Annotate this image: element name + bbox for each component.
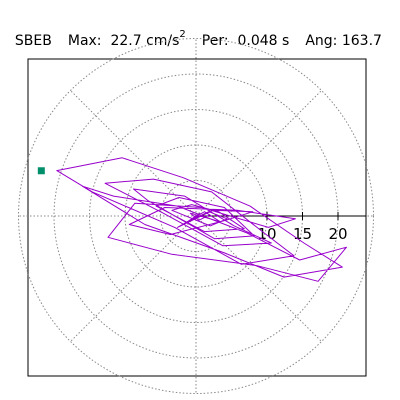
ang-value: 163.7 — [341, 32, 382, 49]
plot-frame — [27, 58, 367, 377]
max-unit: cm/s — [146, 32, 180, 49]
trace-layer — [56, 157, 347, 282]
header: SBEB Max: 22.7 cm/s2 Per: 0.048 s Ang: 163.… — [6, 18, 382, 48]
peak-marker — [37, 167, 45, 175]
grid-radial-315 — [195, 215, 322, 342]
grid-radial-135 — [70, 90, 197, 217]
per-label: Per: — [201, 32, 229, 49]
max-label: Max: — [67, 32, 102, 49]
per-value: 0.048 s — [237, 32, 290, 49]
grid-ring-25 — [18, 38, 374, 394]
max-value: 22.7 — [110, 32, 142, 49]
motion-trace-0 — [56, 157, 347, 282]
x-tick-label: 15 — [293, 225, 312, 243]
x-tick-label: 20 — [328, 225, 347, 243]
grid-radial-45 — [195, 90, 322, 217]
station-code: SBEB — [14, 32, 52, 49]
max-unit-exponent: 2 — [179, 29, 186, 40]
ang-label: Ang: — [305, 32, 338, 49]
grid-radial-225 — [70, 215, 197, 342]
marker-layer — [37, 167, 45, 175]
